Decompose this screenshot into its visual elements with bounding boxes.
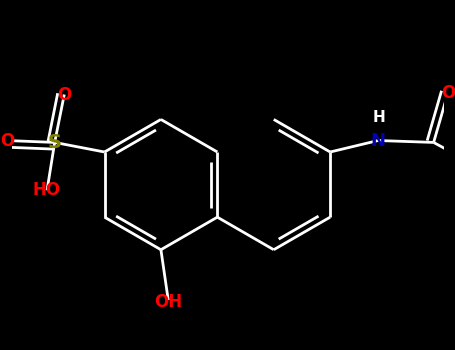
Text: O: O bbox=[441, 84, 455, 101]
Text: N: N bbox=[370, 132, 385, 149]
Text: HO: HO bbox=[33, 181, 61, 200]
Text: H: H bbox=[373, 110, 385, 125]
Text: O: O bbox=[0, 132, 14, 149]
Text: O: O bbox=[57, 85, 71, 104]
Text: OH: OH bbox=[155, 293, 182, 312]
Text: S: S bbox=[48, 133, 62, 152]
